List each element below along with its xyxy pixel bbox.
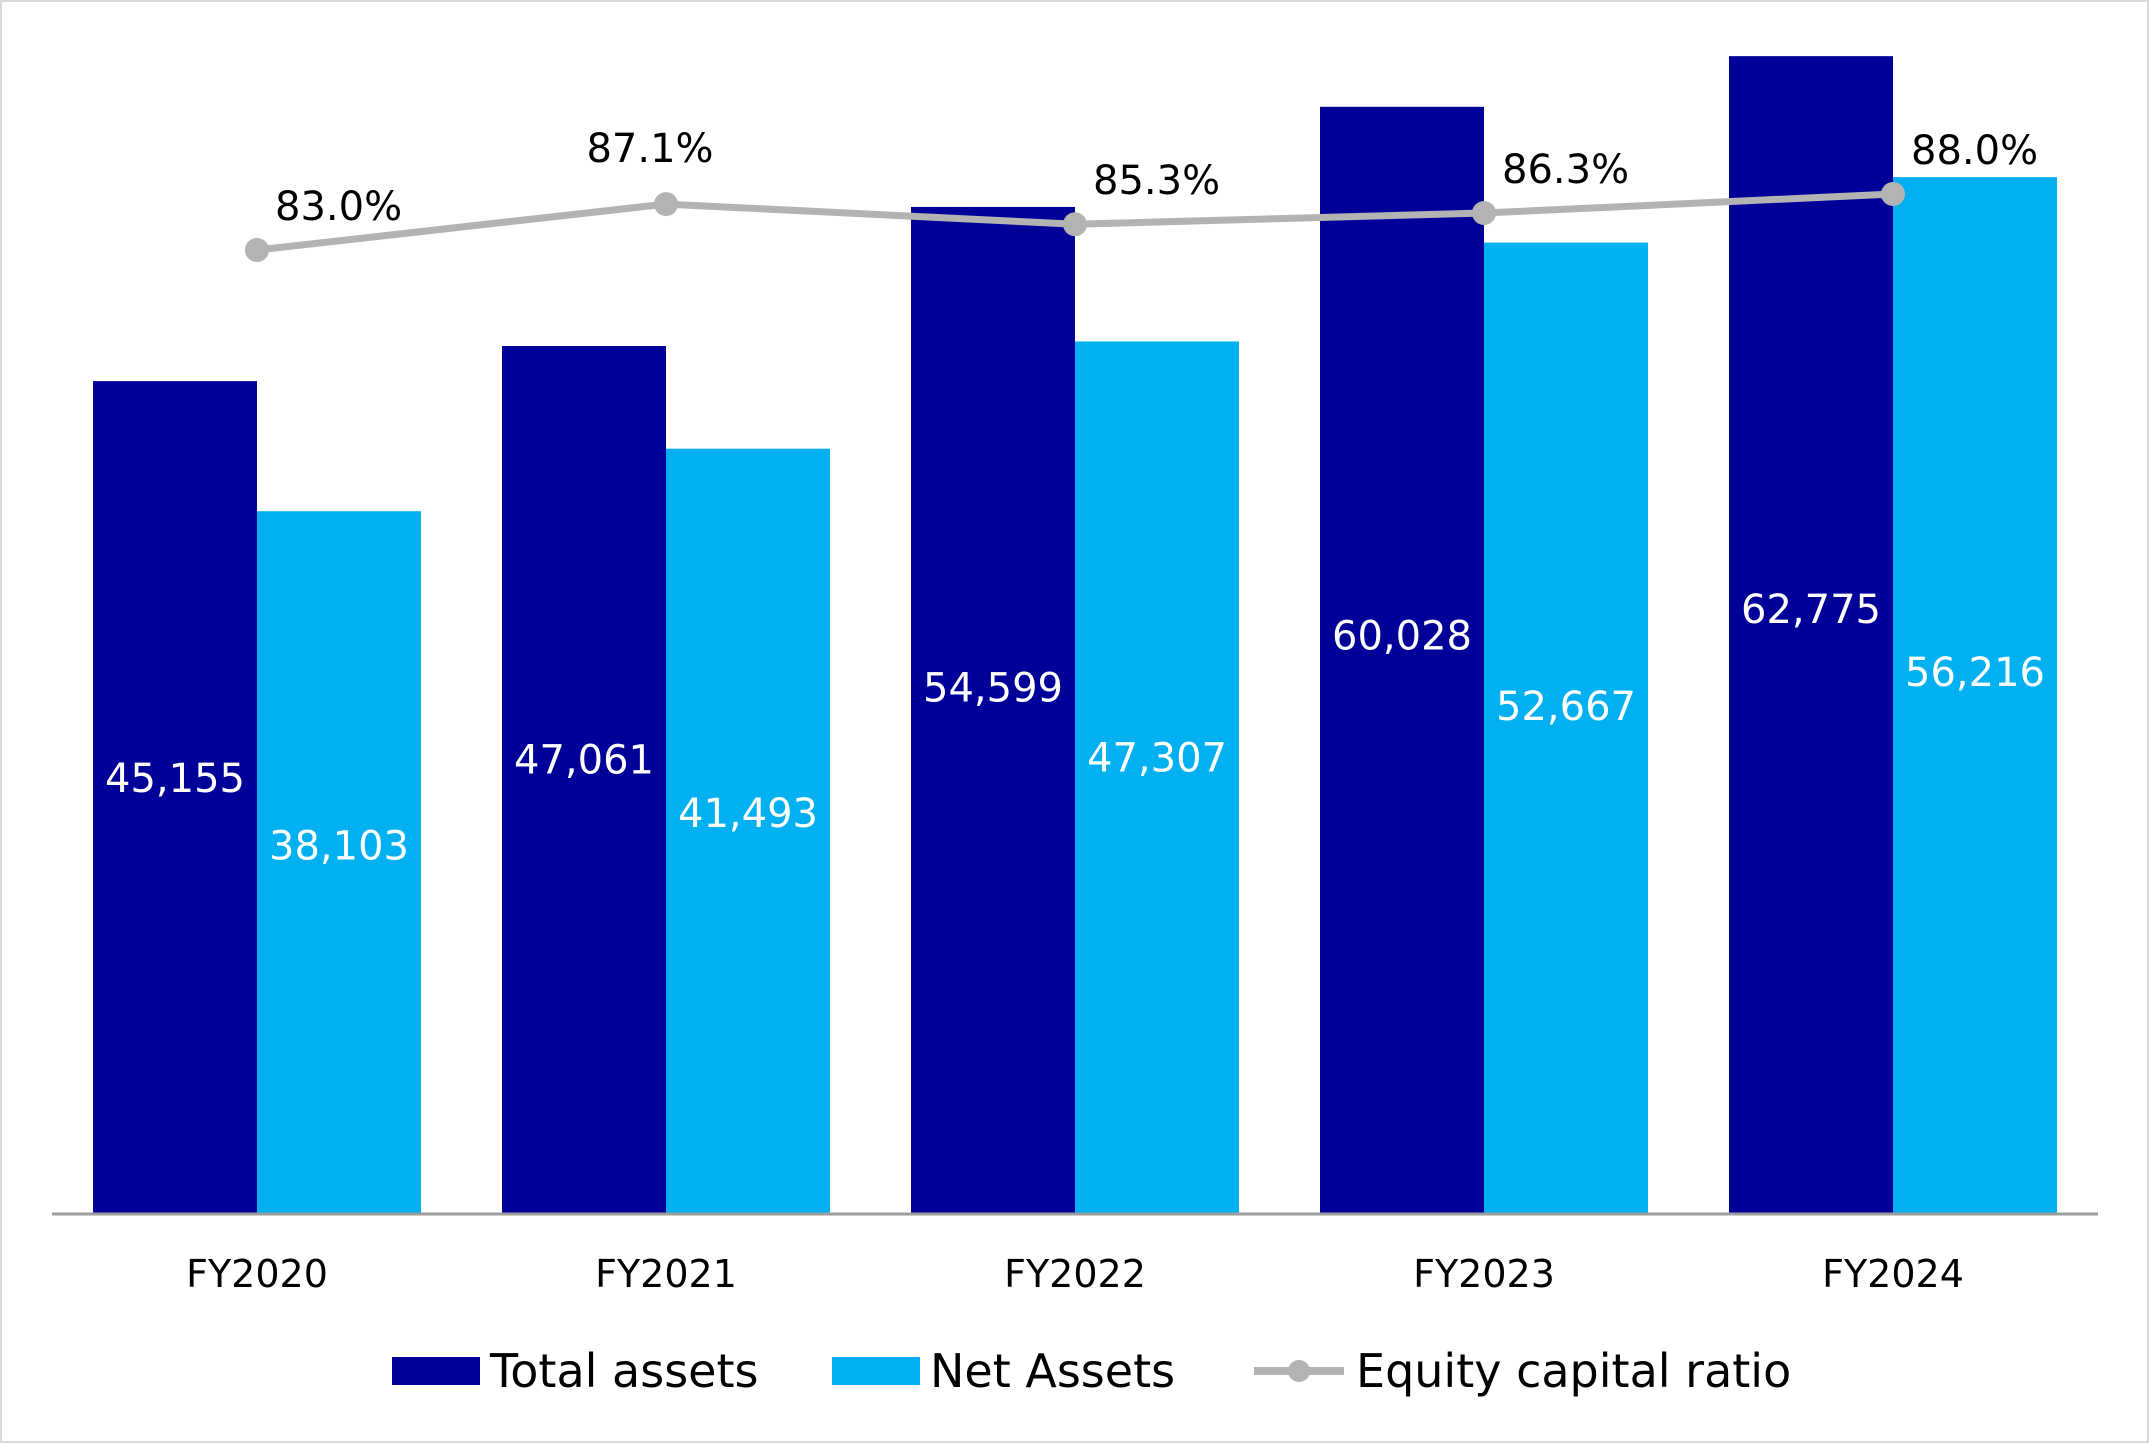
bar-value-label-net-assets-fy2022: 47,307 bbox=[1087, 735, 1227, 781]
equity-ratio-marker-fy2022 bbox=[1063, 212, 1087, 237]
bar-value-label-net-assets-fy2024: 56,216 bbox=[1905, 650, 2045, 696]
equity-ratio-label-fy2021: 87.1% bbox=[586, 126, 713, 172]
bar-value-label-net-assets-fy2023: 52,667 bbox=[1496, 684, 1636, 730]
bar-total-assets-fy2020 bbox=[93, 381, 257, 1214]
bars-layer bbox=[93, 56, 2057, 1215]
bar-net-assets-fy2023 bbox=[1484, 242, 1648, 1215]
bar-total-assets-fy2022 bbox=[911, 206, 1075, 1214]
bar-total-assets-fy2023 bbox=[1320, 106, 1484, 1214]
bar-value-label-net-assets-fy2021: 41,493 bbox=[678, 791, 818, 837]
legend-swatch-net-assets bbox=[832, 1357, 920, 1385]
bar-value-label-total-assets-fy2021: 47,061 bbox=[514, 738, 654, 784]
equity-ratio-marker-fy2021 bbox=[654, 192, 678, 217]
legend-label-net-assets: Net Assets bbox=[930, 1344, 1175, 1398]
equity-ratio-marker-fy2023 bbox=[1472, 201, 1496, 226]
category-label-fy2024: FY2024 bbox=[1822, 1252, 1964, 1296]
equity-ratio-label-fy2022: 85.3% bbox=[1093, 158, 1220, 204]
ratio-line-layer: 83.0% 87.1% 85.3% 86.3% 88.0% bbox=[245, 126, 2038, 262]
equity-ratio-marker-fy2024 bbox=[1881, 182, 1905, 206]
bar-value-label-total-assets-fy2024: 62,775 bbox=[1741, 587, 1881, 633]
bar-value-label-total-assets-fy2023: 60,028 bbox=[1332, 613, 1472, 659]
bar-net-assets-fy2020 bbox=[257, 511, 421, 1215]
legend-label-total-assets: Total assets bbox=[489, 1344, 758, 1398]
bar-net-assets-fy2022 bbox=[1075, 341, 1239, 1214]
bar-labels-layer: 45,155 38,103 47,061 41,493 54,599 47,307 60,0… bbox=[105, 587, 2045, 870]
legend-swatch-total-assets bbox=[392, 1357, 480, 1385]
bar-value-label-total-assets-fy2020: 45,155 bbox=[105, 756, 245, 802]
legend-label-equity-ratio: Equity capital ratio bbox=[1356, 1344, 1791, 1398]
equity-ratio-label-fy2023: 86.3% bbox=[1502, 147, 1629, 193]
bar-net-assets-fy2024 bbox=[1893, 177, 2057, 1215]
equity-ratio-marker-fy2020 bbox=[245, 238, 269, 262]
bar-value-label-total-assets-fy2022: 54,599 bbox=[923, 665, 1063, 711]
equity-ratio-label-fy2024: 88.0% bbox=[1911, 128, 2038, 174]
category-label-fy2021: FY2021 bbox=[595, 1252, 737, 1296]
bar-value-label-net-assets-fy2020: 38,103 bbox=[269, 824, 409, 870]
category-label-fy2023: FY2023 bbox=[1413, 1252, 1555, 1296]
bar-total-assets-fy2021 bbox=[502, 345, 666, 1215]
legend-swatch-equity-ratio-marker bbox=[1288, 1360, 1310, 1382]
equity-ratio-label-fy2020: 83.0% bbox=[275, 184, 402, 230]
category-label-fy2022: FY2022 bbox=[1004, 1252, 1146, 1296]
legend: Total assets Net Assets Equity capital r… bbox=[392, 1344, 1791, 1398]
bar-total-assets-fy2024 bbox=[1729, 56, 1893, 1214]
category-label-fy2020: FY2020 bbox=[186, 1252, 328, 1296]
bar-net-assets-fy2021 bbox=[666, 448, 830, 1214]
category-labels-layer: FY2020 FY2021 FY2022 FY2023 FY2024 bbox=[186, 1252, 1964, 1296]
